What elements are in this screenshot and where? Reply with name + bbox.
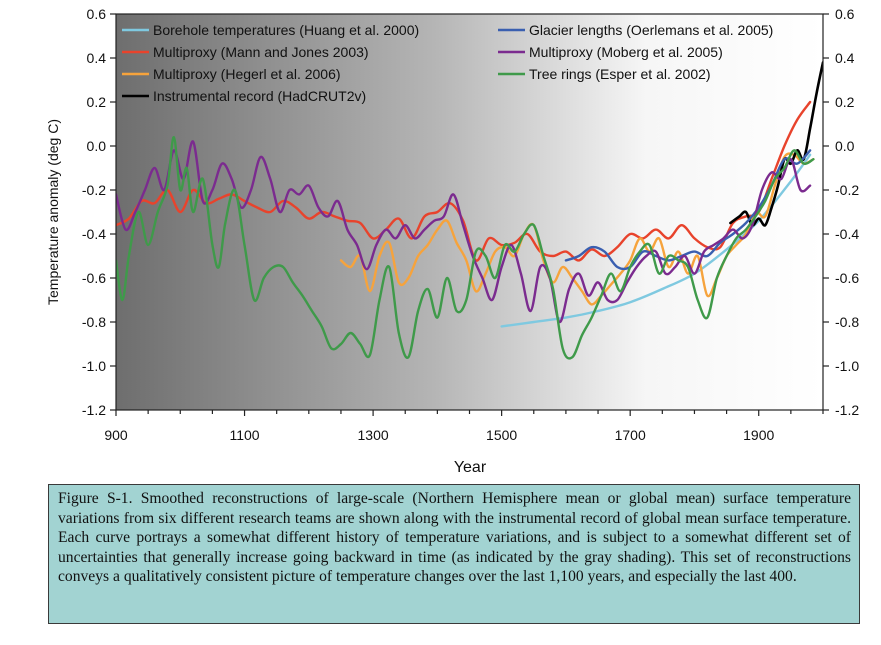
x-tick-label: 1100 (229, 427, 259, 443)
series-line-multiproxy-moberg-et-al-2005 (116, 140, 812, 324)
temperature-chart: 0.6 0.6 0.4 0.4 0.2 0.2 0.0 0.0 -0.2 -0.2 -0.4 -0.4… (45, 6, 859, 476)
y-tick-label-left: -0.2 (82, 182, 106, 198)
x-tick-label: 1300 (358, 427, 389, 443)
y-tick-label-left: -0.4 (82, 226, 106, 242)
legend-label-glacier-lengths-oerlemans-et-al-2005: Glacier lengths (Oerlemans et al. 2005) (529, 22, 773, 38)
series-layer (116, 61, 823, 360)
y-tick-label-left: 0.2 (87, 94, 107, 110)
legend-label-multiproxy-moberg-et-al-2005: Multiproxy (Moberg et al. 2005) (529, 44, 723, 60)
plot-background-shading (116, 14, 823, 410)
x-tick-label: 1900 (743, 427, 774, 443)
figure-caption-box: Figure S-1. Smoothed reconstructions of … (48, 484, 860, 624)
x-axis-label: Year (454, 459, 487, 476)
y-tick-label-right: 0.0 (835, 138, 855, 154)
legend: Borehole temperatures (Huang et al. 2000… (122, 22, 773, 104)
y-tick-label-right: 0.6 (835, 6, 855, 22)
legend-label-multiproxy-hegerl-et-al-2006: Multiproxy (Hegerl et al. 2006) (153, 66, 341, 82)
x-tick-label: 1500 (486, 427, 517, 443)
y-tick-label-right: 0.4 (835, 50, 855, 66)
series-line-tree-rings-esper-et-al-2002 (116, 135, 815, 360)
y-tick-label-left: 0.6 (87, 6, 107, 22)
y-tick-label-right: 0.2 (835, 94, 855, 110)
legend-label-multiproxy-mann-and-jones-2003: Multiproxy (Mann and Jones 2003) (153, 44, 369, 60)
y-tick-label-left: -1.2 (82, 402, 106, 418)
legend-label-tree-rings-esper-et-al-2002: Tree rings (Esper et al. 2002) (529, 66, 711, 82)
x-tick-label: 900 (104, 427, 128, 443)
y-tick-label-right: -0.2 (835, 182, 859, 198)
y-tick-label-right: -1.0 (835, 358, 859, 374)
y-tick-label-right: -0.8 (835, 314, 859, 330)
y-tick-label-left: -1.0 (82, 358, 106, 374)
y-tick-label-left: -0.8 (82, 314, 106, 330)
series-line-instrumental-record-hadcrut2v (729, 61, 823, 227)
y-tick-label-left: -0.6 (82, 270, 106, 286)
figure-caption: Figure S-1. Smoothed reconstructions of … (58, 490, 851, 586)
legend-label-borehole-temperatures-huang-et-al-2000: Borehole temperatures (Huang et al. 2000… (153, 22, 419, 38)
legend-label-instrumental-record-hadcrut2v: Instrumental record (HadCRUT2v) (153, 88, 366, 104)
x-tick-label: 1700 (615, 427, 646, 443)
y-tick-label-right: -1.2 (835, 402, 859, 418)
y-tick-label-left: 0.0 (87, 138, 107, 154)
y-tick-label-left: 0.4 (87, 50, 107, 66)
series-line-multiproxy-hegerl-et-al-2006 (339, 152, 815, 306)
axes-layer: 0.6 0.6 0.4 0.4 0.2 0.2 0.0 0.0 -0.2 -0.2 -0.4 -0.4… (82, 6, 859, 443)
y-tick-label-right: -0.4 (835, 226, 859, 242)
y-axis-label: Temperature anomaly (deg C) (45, 119, 61, 305)
y-tick-label-right: -0.6 (835, 270, 859, 286)
